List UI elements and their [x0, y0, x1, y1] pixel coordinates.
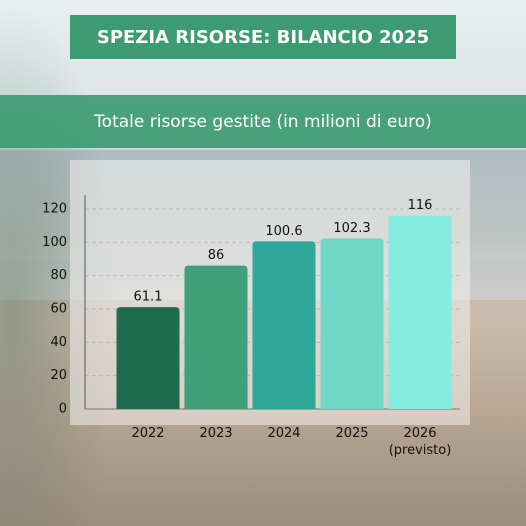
bar	[184, 265, 248, 409]
y-tick-label: 120	[42, 202, 67, 217]
x-tick-label: 2025	[335, 426, 369, 441]
bar	[116, 307, 180, 409]
value-label: 100.6	[265, 224, 302, 239]
value-label: 86	[208, 248, 225, 263]
value-label: 61.1	[134, 290, 163, 305]
chart-title: SPEZIA RISORSE: BILANCIO 2025	[70, 15, 456, 59]
value-label: 102.3	[333, 221, 370, 236]
y-tick-label: 60	[50, 302, 67, 317]
x-tick-label: 2023	[199, 426, 233, 441]
bar	[320, 238, 384, 409]
y-tick-label: 100	[42, 235, 67, 250]
y-tick-label: 40	[50, 335, 67, 350]
y-tick-label: 80	[50, 268, 67, 283]
x-tick-label: 2022	[131, 426, 165, 441]
y-tick-label: 0	[59, 402, 67, 417]
x-tick-label: 2026 (previsto)	[388, 426, 452, 458]
chart-subtitle: Totale risorse gestite (in milioni di eu…	[0, 95, 526, 148]
x-tick-label: 2024	[267, 426, 301, 441]
bar	[252, 241, 316, 409]
y-tick-label: 20	[50, 368, 67, 383]
bar	[388, 215, 452, 409]
value-label: 116	[408, 198, 433, 213]
